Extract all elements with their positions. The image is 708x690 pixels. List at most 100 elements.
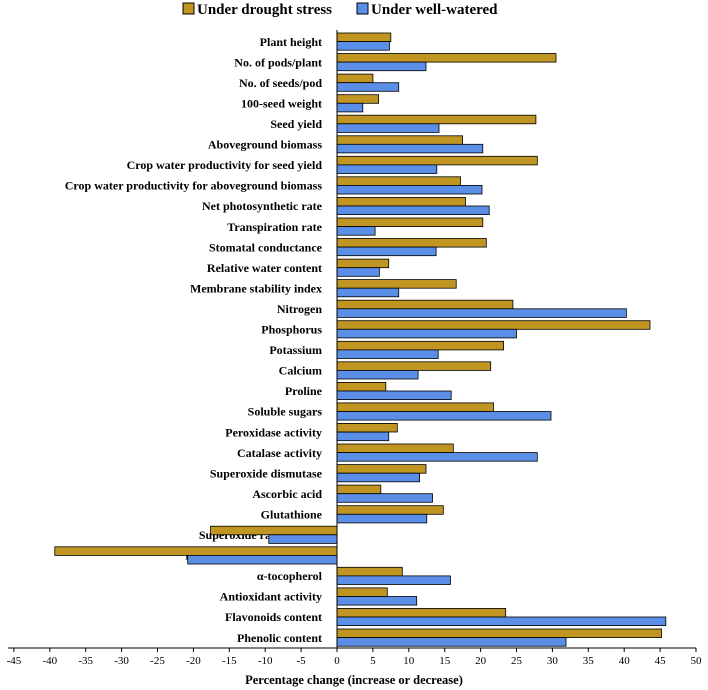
category-label: Aboveground biomass — [208, 138, 322, 152]
bar-well-watered — [336, 246, 437, 257]
bar-drought — [336, 381, 387, 392]
x-tick-label: -45 — [7, 655, 22, 667]
category-label: Soluble sugars — [248, 405, 323, 419]
x-tick-label: 15 — [439, 655, 451, 667]
bar-well-watered — [336, 575, 451, 585]
bar-drought — [210, 525, 338, 536]
bar-well-watered — [336, 205, 490, 216]
bar-well-watered — [336, 287, 400, 298]
bar-well-watered — [336, 82, 400, 92]
x-tick-label: -40 — [42, 655, 57, 667]
bar-drought — [336, 73, 374, 84]
bar-drought — [54, 546, 338, 556]
legend-swatch-drought — [182, 2, 195, 15]
x-tick-label: 35 — [583, 655, 595, 667]
bar-drought — [336, 299, 514, 310]
bar-well-watered — [336, 493, 433, 503]
category-label: Phenolic content — [237, 631, 322, 645]
bar-well-watered — [336, 390, 452, 401]
bar-drought — [336, 258, 390, 269]
category-label: No. of seeds/pod — [239, 76, 322, 90]
bar-drought — [336, 608, 507, 618]
x-tick-label: -10 — [258, 655, 273, 667]
bar-drought — [336, 32, 392, 43]
legend: Under drought stress Under well-watered — [182, 2, 498, 18]
bar-well-watered — [336, 184, 483, 195]
bar-well-watered — [336, 61, 427, 72]
category-label: Nitrogen — [277, 302, 322, 316]
category-label: Seed yield — [270, 117, 322, 131]
bar-well-watered — [336, 164, 438, 174]
bar-drought — [336, 155, 538, 166]
bar-well-watered — [187, 555, 338, 565]
bar-well-watered — [336, 308, 627, 318]
legend-label-drought: Under drought stress — [197, 2, 332, 18]
x-tick-label: 50 — [691, 655, 703, 667]
bar-well-watered — [336, 596, 418, 606]
bar-well-watered — [336, 123, 440, 133]
bar-drought — [336, 217, 484, 228]
bar-well-watered — [336, 328, 517, 339]
bar-well-watered — [336, 41, 390, 51]
bar-well-watered — [268, 534, 338, 544]
bar-well-watered — [336, 616, 667, 627]
category-label: Flavonoids content — [225, 610, 322, 624]
bar-drought — [336, 422, 398, 433]
x-tick-label: -25 — [150, 655, 165, 667]
x-tick-label: -35 — [78, 655, 93, 667]
bar-well-watered — [336, 637, 567, 647]
x-tick-label: 25 — [511, 655, 523, 667]
x-tick-label: -5 — [297, 655, 307, 667]
x-tick-label: 20 — [475, 655, 487, 667]
bar-well-watered — [336, 513, 428, 524]
x-tick-label: 0 — [334, 655, 340, 667]
x-tick-label: 10 — [403, 655, 415, 667]
category-label: Catalase activity — [237, 446, 322, 460]
bar-drought — [336, 94, 379, 104]
category-label: Peroxidase activity — [225, 425, 322, 439]
category-label: Stomatal conductance — [209, 240, 323, 254]
x-tick-label: 5 — [370, 655, 376, 667]
bar-well-watered — [336, 226, 376, 236]
legend-swatch-wellwatered — [356, 2, 369, 15]
bar-well-watered — [336, 431, 390, 442]
bar-drought — [336, 279, 457, 289]
bar-drought — [336, 464, 427, 474]
bar-drought — [336, 196, 466, 207]
bar-well-watered — [336, 267, 380, 277]
bar-well-watered — [336, 369, 419, 380]
category-label: Transpiration rate — [227, 220, 322, 234]
category-label: Glutathione — [261, 508, 323, 522]
category-label: Potassium — [269, 343, 322, 357]
category-label: Membrane stability index — [190, 281, 322, 295]
category-label: Calcium — [279, 364, 322, 378]
category-label: Crop water productivity for aboveground … — [65, 179, 323, 193]
category-label: α-tocopherol — [257, 569, 323, 583]
legend-label-wellwatered: Under well-watered — [371, 2, 498, 18]
bar-drought — [336, 176, 461, 186]
x-tick-label: 30 — [547, 655, 559, 667]
bars — [54, 32, 667, 647]
bar-well-watered — [336, 143, 484, 154]
bar-drought — [336, 53, 557, 63]
bar-drought — [336, 484, 382, 495]
x-axis-title: Percentage change (increase or decrease) — [245, 673, 463, 687]
bar-well-watered — [336, 472, 420, 483]
bar-well-watered — [336, 411, 552, 421]
bar-drought — [336, 114, 537, 125]
x-tick-label: -30 — [114, 655, 129, 667]
bar-drought — [336, 402, 494, 412]
category-label: Crop water productivity for seed yield — [127, 158, 323, 172]
bar-well-watered — [336, 349, 439, 359]
x-axis: -45 -40 -35 -30 -25 -20 -15 -10 -5 0 5 10 15 20 25 30 35… — [7, 647, 703, 667]
x-tick-label: 40 — [619, 655, 631, 667]
category-label: Plant height — [260, 35, 322, 49]
category-labels: Plant height No. of pods/plant No. of seed… — [65, 35, 323, 645]
category-label: Relative water content — [207, 261, 322, 275]
bar-drought — [336, 320, 651, 330]
x-tick-label: -20 — [186, 655, 201, 667]
bar-drought — [336, 628, 662, 639]
bar-drought — [336, 238, 487, 248]
category-label: Ascorbic acid — [252, 487, 322, 501]
